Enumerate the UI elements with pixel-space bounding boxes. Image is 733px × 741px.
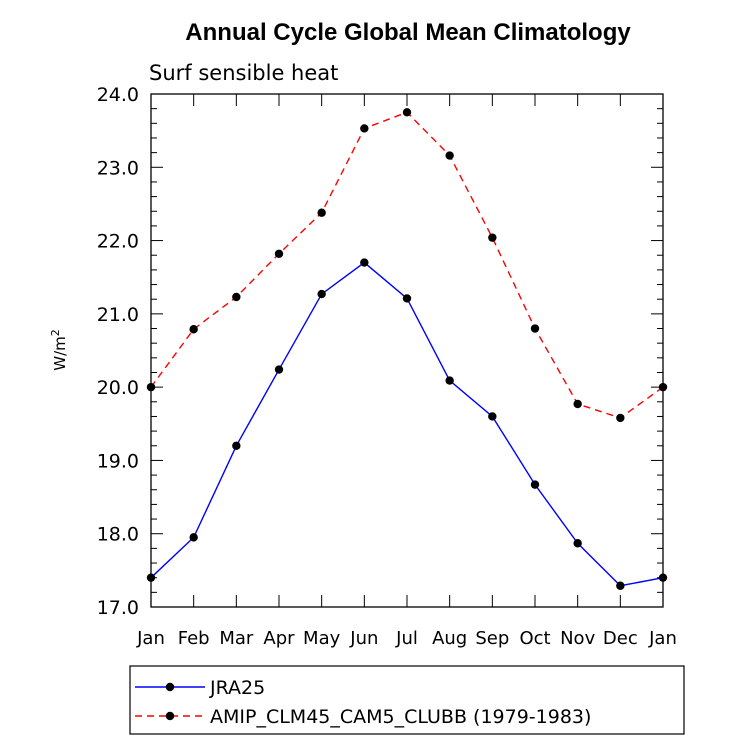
series-2-point <box>189 325 198 334</box>
series-2-point <box>616 413 625 423</box>
series-2-point <box>445 151 454 160</box>
x-tick-label: May <box>303 628 341 649</box>
legend-marker-1 <box>165 682 175 692</box>
series-1-point <box>360 258 369 267</box>
y-axis-label: W/m2 <box>49 329 69 371</box>
chart-title: Annual Cycle Global Mean Climatology <box>185 19 631 46</box>
x-tick-label: Apr <box>263 628 295 649</box>
legend-marker-2 <box>165 711 175 721</box>
series-1-point <box>530 480 540 489</box>
series-1-point <box>573 539 582 548</box>
x-tick-label: Sep <box>475 628 509 649</box>
series-2-point <box>232 292 241 302</box>
y-tick-label: 19.0 <box>97 450 139 472</box>
x-tick-label: Oct <box>519 628 550 649</box>
series-1-point <box>317 289 326 299</box>
series-1-point <box>658 573 668 582</box>
series-line-1 <box>150 261 664 587</box>
x-tick-label: Jan <box>648 628 677 649</box>
x-tick-label: Nov <box>560 628 595 649</box>
chart-subtitle: Surf sensible heat <box>149 61 338 85</box>
legend: JRA25 AMIP_CLM45_CAM5_CLUBB (1979-1983) <box>129 665 685 735</box>
legend-label-2: AMIP_CLM45_CAM5_CLUBB (1979-1983) <box>210 706 591 728</box>
x-tick-label: Feb <box>178 628 210 649</box>
x-tick-label: Jan <box>136 628 165 649</box>
x-tick-label: Mar <box>219 628 254 649</box>
y-tick-label: 24.0 <box>97 84 139 106</box>
series-1-point <box>402 294 412 303</box>
series-2-point <box>658 382 668 392</box>
series-2-point <box>488 233 497 242</box>
x-tick-label: Dec <box>603 628 638 649</box>
series-1-point <box>146 573 156 582</box>
series-1-point <box>488 412 497 421</box>
series-line-2 <box>150 111 664 419</box>
y-tick-label: 22.0 <box>97 231 139 253</box>
x-tick-label: Jul <box>395 628 418 649</box>
series-layer <box>146 108 668 590</box>
legend-box <box>129 665 685 735</box>
series-1-point <box>189 533 198 542</box>
y-tick-label: 17.0 <box>97 597 139 619</box>
series-2-point <box>402 108 412 117</box>
plot-axes: Jan Feb Mar Apr May Jun Jul Aug Sep Oct Nov Dec Jan 1… <box>97 84 677 649</box>
series-2-point <box>573 399 582 409</box>
series-2-point <box>274 249 284 258</box>
series-2-point <box>317 208 326 217</box>
x-tick-label: Jun <box>349 628 378 649</box>
x-tick-label: Aug <box>432 628 467 649</box>
series-1-point <box>445 376 454 385</box>
plot-frame <box>150 93 664 608</box>
y-tick-label: 20.0 <box>97 377 139 399</box>
series-1-point <box>274 365 284 374</box>
series-2-point <box>146 382 156 392</box>
y-tick-label: 23.0 <box>97 157 139 179</box>
y-tick-label: 21.0 <box>97 304 139 326</box>
series-2-point <box>530 324 540 333</box>
y-tick-label: 18.0 <box>97 524 139 546</box>
legend-label-1: JRA25 <box>209 677 265 699</box>
series-1-point <box>616 581 625 590</box>
series-2-point <box>360 124 369 133</box>
series-1-point <box>232 441 241 450</box>
